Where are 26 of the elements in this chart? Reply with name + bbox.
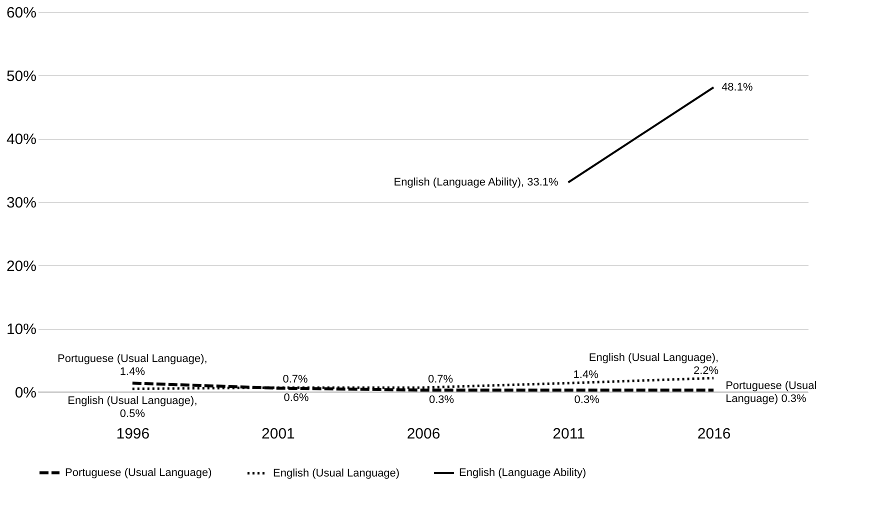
y-tick-label: 20% <box>6 258 36 275</box>
legend-label: English (Usual Language) <box>273 467 400 480</box>
data-label: 1.4% <box>573 369 599 382</box>
data-label: English (Usual Language), 0.5% <box>68 394 198 420</box>
y-tick-label: 60% <box>6 4 36 22</box>
data-label: 0.7% <box>282 374 308 386</box>
legend-label: Portuguese (Usual Language) <box>65 466 212 479</box>
data-label: 0.3% <box>429 394 454 406</box>
data-label: Portuguese (Usual Language), 1.4% <box>58 353 208 378</box>
data-label: 0.3% <box>574 394 600 406</box>
y-tick-label: 0% <box>14 384 36 402</box>
legend-label: English (Language Ability) <box>459 467 586 479</box>
data-label: Portuguese (Usual Language) 0.3% <box>726 380 817 406</box>
x-tick-label: 1996 <box>116 426 150 442</box>
x-tick-label: 2011 <box>552 426 585 442</box>
data-label: 0.7% <box>428 374 454 386</box>
x-tick-label: 2001 <box>262 426 295 442</box>
y-tick-label: 40% <box>6 131 36 148</box>
data-label: 0.6% <box>284 392 310 404</box>
x-tick-label: 2016 <box>697 426 731 442</box>
x-tick-label: 2006 <box>406 426 440 442</box>
y-tick-label: 30% <box>6 194 36 212</box>
y-tick-label: 50% <box>6 68 36 85</box>
data-label: English (Language Ability), 33.1% <box>394 176 558 188</box>
data-label: 48.1% <box>722 81 753 94</box>
y-tick-label: 10% <box>6 321 36 338</box>
